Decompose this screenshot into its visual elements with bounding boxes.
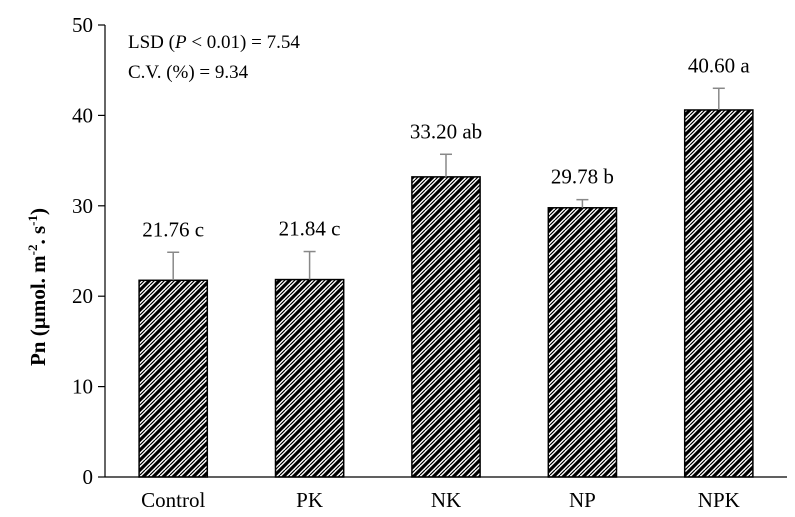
x-tick-label: NPK — [698, 488, 740, 512]
x-tick-label: PK — [296, 488, 323, 512]
x-axis: Control PK NK NP NPK — [105, 476, 787, 512]
data-label: 40.60 a — [688, 53, 751, 77]
statistics-annotation: LSD (P < 0.01) = 7.54 C.V. (%) = 9.34 — [128, 32, 300, 83]
data-label: 21.76 c — [142, 217, 204, 241]
bar-pk — [274, 278, 345, 478]
y-tick-label: 20 — [72, 284, 93, 308]
data-label: 21.84 c — [279, 217, 341, 241]
cv-annotation: C.V. (%) = 9.34 — [128, 62, 249, 83]
data-label: 33.20 ab — [410, 119, 482, 143]
y-tick-label: 10 — [72, 375, 93, 399]
data-label: 29.78 b — [551, 165, 614, 189]
x-tick-label: NK — [431, 488, 461, 512]
y-tick-label: 30 — [72, 194, 93, 218]
y-axis-label: Pn (µmol. m-2. s-1) — [25, 208, 50, 366]
bar-nk — [411, 176, 481, 478]
bar-npk — [683, 109, 754, 478]
lsd-annotation: LSD (P < 0.01) = 7.54 — [128, 32, 300, 53]
y-tick-label: 0 — [83, 465, 94, 489]
y-axis: 0 10 20 30 40 50 — [72, 13, 106, 489]
bar-np — [547, 207, 618, 478]
bar-control — [138, 279, 209, 478]
x-tick-label: Control — [141, 488, 205, 512]
y-tick-label: 40 — [72, 103, 93, 127]
x-tick-label: NP — [569, 488, 596, 512]
y-tick-label: 50 — [72, 13, 93, 37]
bars-group: 21.76 c 21.84 c 33.20 ab 29.78 b 40.60 a — [138, 53, 754, 478]
